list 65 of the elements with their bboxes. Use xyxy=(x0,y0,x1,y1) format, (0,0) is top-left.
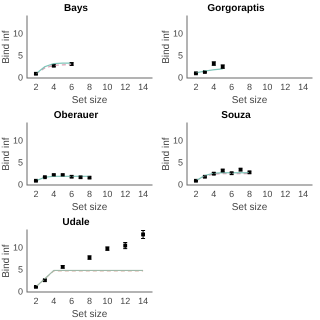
x-tick-label: 2 xyxy=(33,82,38,92)
x-axis-title: Set size xyxy=(232,94,268,106)
chart-title: Gorgoraptis xyxy=(207,2,266,14)
x-tick-label: 2 xyxy=(33,296,38,306)
x-tick-label: 8 xyxy=(247,189,252,200)
y-tick-label: 10 xyxy=(12,242,24,252)
x-axis-title: Set size xyxy=(72,94,108,106)
y-tick-label: 0 xyxy=(178,180,184,190)
y-tick-label: 0 xyxy=(18,286,24,297)
x-tick-label: 2 xyxy=(193,82,198,92)
y-axis-title: Bind inf xyxy=(0,30,12,64)
chart-title: Udale xyxy=(62,216,90,228)
x-tick-label: 10 xyxy=(102,296,112,306)
x-tick-label: 14 xyxy=(298,189,308,200)
x-tick-label: 12 xyxy=(120,82,130,92)
x-tick-label: 4 xyxy=(51,189,56,200)
x-tick-label: 14 xyxy=(298,82,308,92)
x-tick-label: 10 xyxy=(102,82,112,92)
x-tick-label: 6 xyxy=(69,189,74,200)
y-tick-label: 5 xyxy=(18,50,24,60)
x-axis-title: Set size xyxy=(232,202,268,213)
chart-title: Bays xyxy=(64,2,88,14)
y-axis-title: Bind inf xyxy=(0,244,12,278)
x-tick-label: 10 xyxy=(262,189,272,200)
x-tick-label: 6 xyxy=(229,189,234,200)
x-tick-label: 4 xyxy=(211,82,216,92)
x-tick-label: 14 xyxy=(138,189,148,200)
y-tick-label: 10 xyxy=(12,135,24,146)
x-axis-title: Set size xyxy=(72,202,108,213)
x-axis-title: Set size xyxy=(72,308,108,320)
y-tick-label: 5 xyxy=(18,264,24,274)
x-tick-label: 2 xyxy=(33,189,38,200)
x-tick-label: 8 xyxy=(87,189,92,200)
chart-title: Oberauer xyxy=(54,110,98,121)
y-tick-label: 0 xyxy=(18,180,24,190)
x-tick-label: 8 xyxy=(87,296,92,306)
y-axis-title: Bind inf xyxy=(0,137,12,171)
x-tick-label: 4 xyxy=(51,296,56,306)
y-axis-title: Bind inf xyxy=(160,30,172,64)
x-tick-label: 4 xyxy=(51,82,56,92)
x-tick-label: 12 xyxy=(280,189,290,200)
x-tick-label: 8 xyxy=(87,82,92,92)
y-tick-label: 5 xyxy=(178,157,184,168)
y-tick-label: 0 xyxy=(18,72,24,83)
x-tick-label: 6 xyxy=(229,82,234,92)
y-tick-label: 0 xyxy=(178,72,184,83)
x-tick-label: 12 xyxy=(280,82,290,92)
x-tick-label: 14 xyxy=(138,82,148,92)
y-tick-label: 5 xyxy=(18,157,24,168)
x-tick-label: 10 xyxy=(102,189,112,200)
y-axis-title: Bind inf xyxy=(160,137,172,171)
x-tick-label: 12 xyxy=(120,189,130,200)
x-tick-label: 6 xyxy=(69,82,74,92)
x-tick-label: 8 xyxy=(247,82,252,92)
x-tick-label: 12 xyxy=(120,296,130,306)
y-tick-label: 10 xyxy=(172,135,184,146)
x-tick-label: 4 xyxy=(211,189,216,200)
y-tick-label: 10 xyxy=(12,28,24,38)
x-tick-label: 2 xyxy=(193,189,198,200)
x-tick-label: 6 xyxy=(69,296,74,306)
chart-title: Souza xyxy=(221,110,252,121)
y-tick-label: 5 xyxy=(178,50,184,60)
x-tick-label: 10 xyxy=(262,82,272,92)
x-tick-label: 14 xyxy=(138,296,148,306)
y-tick-label: 10 xyxy=(172,28,184,38)
